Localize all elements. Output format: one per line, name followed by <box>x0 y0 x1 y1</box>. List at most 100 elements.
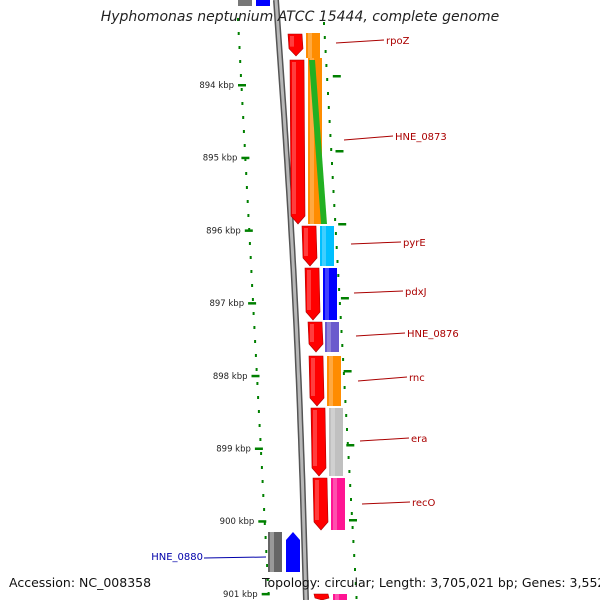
gene-block-6 <box>327 356 341 406</box>
gc-dot <box>246 200 249 203</box>
gc-dash <box>335 150 344 153</box>
gc-dot <box>335 246 338 249</box>
gc-dot <box>266 578 269 581</box>
gc-dot <box>263 508 266 511</box>
gc-dot <box>348 470 351 473</box>
gc-dot <box>257 396 260 399</box>
gc-dot <box>328 120 331 123</box>
gc-dot <box>250 270 253 273</box>
gene-label-pdxJ: pdxJ <box>405 287 427 298</box>
gc-dot <box>329 134 332 137</box>
gc-dot <box>259 438 262 441</box>
backbone-layer <box>273 0 309 600</box>
gc-dot <box>254 340 257 343</box>
gc-dot <box>344 400 347 403</box>
gene-label-HNE_0876: HNE_0876 <box>407 329 459 340</box>
gc-dot <box>242 130 245 133</box>
leader-line-HNE_0876 <box>355 332 406 337</box>
tick-mark-895 <box>241 156 250 160</box>
gc-dot <box>331 162 333 165</box>
gc-dot <box>323 22 325 25</box>
tick-label-895: 895 kbp <box>203 154 238 164</box>
gc-dot <box>339 316 342 319</box>
leader-line-recO <box>361 501 411 505</box>
tick-label-898: 898 kbp <box>213 372 248 382</box>
cds-block-grey-shine <box>270 532 274 572</box>
tick-mark-898 <box>251 374 260 378</box>
gene-block-shine <box>329 356 333 406</box>
gene-block-shine <box>310 58 314 224</box>
gc-dot <box>337 274 340 277</box>
gc-dot <box>336 260 339 263</box>
tick-mark-897 <box>248 302 257 305</box>
gc-dot <box>248 242 251 245</box>
gc-dot <box>355 596 358 599</box>
gc-dot <box>331 176 334 179</box>
cds-arrow-shine <box>304 228 308 256</box>
gc-dot <box>334 218 337 221</box>
gc-dot <box>350 512 353 515</box>
gc-dot <box>254 354 257 357</box>
cds-block-top-grey <box>238 0 252 6</box>
gene-label-HNE_0880: HNE_0880 <box>151 552 203 563</box>
map-title: Hyphomonas neptunium ATCC 15444, complet… <box>100 9 500 25</box>
gene-block-shine <box>331 408 335 476</box>
cds-arrow-shine <box>311 358 315 396</box>
tick-mark-901 <box>261 592 270 596</box>
cds-arrow-shine <box>310 324 314 342</box>
gene-block-shine <box>325 268 329 320</box>
tick-label-899: 899 kbp <box>216 445 251 455</box>
gc-dot <box>238 46 241 49</box>
gc-dot <box>262 494 265 497</box>
cds-arrow-shine <box>313 410 317 466</box>
gc-dot <box>351 526 354 529</box>
cds-arrow-9 <box>313 593 330 600</box>
leader-line-era <box>359 437 410 442</box>
gene-label-recO: recO <box>412 498 436 509</box>
gc-dot <box>243 144 246 147</box>
gc-dot <box>245 172 248 175</box>
tick-label-897: 897 kbp <box>209 299 244 309</box>
gc-dot <box>325 64 328 67</box>
gc-dot <box>257 410 260 413</box>
gc-dot <box>334 232 337 235</box>
gene-label-era: era <box>411 434 427 445</box>
cds-arrow-shine <box>290 36 294 47</box>
gc-dot <box>330 148 333 151</box>
tick-label-896: 896 kbp <box>206 226 241 236</box>
tick-layer: 894 kbp 895 kbp 896 kbp 897 kbp 898 kbp 899 k… <box>199 81 270 600</box>
accession-text: Accession: NC_008358 <box>9 575 152 590</box>
gc-dot <box>251 284 254 287</box>
gc-dot <box>332 190 335 193</box>
gc-dot <box>240 88 243 91</box>
gc-dot <box>343 386 346 389</box>
gc-dot <box>256 382 259 385</box>
gc-dot <box>342 358 345 361</box>
leader-line-rpoZ <box>335 39 385 44</box>
gene-label-rpoZ: rpoZ <box>386 36 410 47</box>
gc-dot <box>264 536 267 539</box>
gene-block-shine <box>335 594 339 600</box>
gene-block-9 <box>333 594 347 600</box>
backbone-highlight <box>274 0 308 600</box>
gene-block-shine <box>327 322 331 352</box>
leader-line-rnc <box>357 376 408 382</box>
leader-line-HNE_0873 <box>343 135 394 141</box>
gc-dot <box>239 60 242 63</box>
gc-dot <box>327 106 330 109</box>
cds-arrow-shine <box>307 270 311 310</box>
gc-dot <box>350 498 352 501</box>
gc-dots <box>237 18 358 599</box>
gc-dot <box>244 158 247 161</box>
gc-dot <box>255 368 258 371</box>
gc-dot <box>327 92 329 95</box>
gc-dash <box>346 444 355 447</box>
leader-line-HNE_0880 <box>203 556 267 559</box>
gc-dot <box>251 298 254 301</box>
gc-dot <box>253 326 256 329</box>
gene-label-pyrE: pyrE <box>403 238 426 249</box>
gc-dot <box>342 372 345 375</box>
tick-mark-894 <box>238 84 246 87</box>
gc-dot <box>346 442 349 445</box>
